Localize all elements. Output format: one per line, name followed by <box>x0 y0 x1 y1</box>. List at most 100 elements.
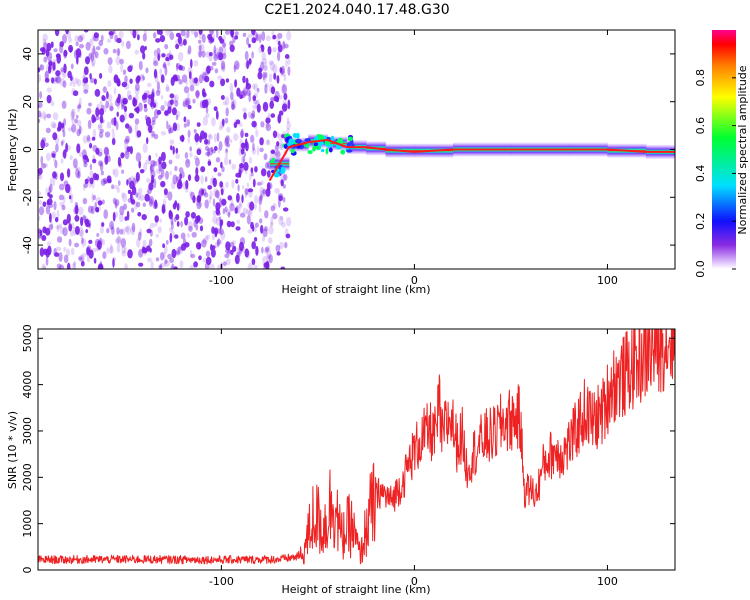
noise-point <box>178 167 184 174</box>
noise-point <box>236 192 240 203</box>
noise-point <box>178 51 184 62</box>
noise-point <box>212 177 217 188</box>
noise-point <box>225 147 229 158</box>
noise-point <box>42 38 47 45</box>
noise-point <box>272 212 278 220</box>
noise-point <box>233 65 236 73</box>
noise-point <box>167 106 172 114</box>
noise-point <box>125 135 130 143</box>
noise-point <box>247 188 254 193</box>
noise-point <box>260 190 264 198</box>
noise-point <box>198 243 201 250</box>
noise-point <box>246 182 250 188</box>
noise-point <box>85 229 88 234</box>
noise-region <box>38 30 292 269</box>
noise-point <box>199 135 202 143</box>
noise-point <box>101 199 105 205</box>
noise-point <box>104 179 109 184</box>
noise-point <box>251 241 256 250</box>
noise-point <box>168 124 172 135</box>
noise-point <box>273 75 279 81</box>
noise-point <box>248 156 253 164</box>
noise-point <box>193 219 197 228</box>
noise-point <box>251 30 256 36</box>
noise-point <box>68 193 74 200</box>
noise-point <box>266 248 272 259</box>
noise-point <box>51 77 55 84</box>
noise-point <box>195 136 199 146</box>
noise-point <box>87 119 92 130</box>
noise-point <box>105 131 111 138</box>
noise-point <box>138 187 143 195</box>
noise-point <box>98 108 105 116</box>
noise-point <box>194 216 198 224</box>
noise-point <box>119 58 124 65</box>
noise-point <box>69 155 73 161</box>
noise-point <box>279 67 283 74</box>
noise-point <box>82 197 88 205</box>
noise-point <box>160 180 166 188</box>
noise-point <box>43 56 48 63</box>
noise-point <box>129 180 135 190</box>
noise-point <box>212 198 216 207</box>
noise-point <box>68 223 73 232</box>
noise-point <box>95 46 101 51</box>
noise-point <box>116 37 122 44</box>
noise-point <box>195 157 200 167</box>
noise-point <box>144 193 150 202</box>
signal-blob <box>328 147 333 153</box>
noise-point <box>121 250 127 257</box>
noise-point <box>162 252 166 259</box>
noise-point <box>269 100 275 109</box>
noise-point <box>185 97 191 106</box>
noise-point <box>253 264 258 269</box>
noise-point <box>262 73 267 83</box>
noise-point <box>287 57 291 66</box>
noise-point <box>245 83 250 90</box>
noise-point <box>96 103 101 109</box>
noise-point <box>101 222 105 227</box>
noise-point <box>180 232 186 240</box>
noise-point <box>239 94 244 99</box>
noise-point <box>131 222 136 233</box>
noise-point <box>260 168 267 177</box>
noise-point <box>168 209 172 217</box>
noise-point <box>114 199 120 207</box>
noise-point <box>252 178 256 188</box>
noise-point <box>169 139 175 145</box>
noise-point <box>54 216 59 223</box>
noise-point <box>258 195 262 206</box>
noise-point <box>129 78 133 84</box>
noise-point <box>82 135 88 144</box>
noise-point <box>41 163 47 169</box>
noise-point <box>110 243 113 254</box>
noise-point <box>240 148 245 155</box>
noise-point <box>124 216 128 221</box>
noise-point <box>206 65 211 74</box>
noise-point <box>112 168 115 176</box>
noise-point <box>143 247 149 253</box>
noise-point <box>224 96 230 106</box>
noise-point <box>140 45 146 54</box>
noise-point <box>124 146 130 155</box>
y-tick-label: 40 <box>21 47 34 61</box>
noise-point <box>217 147 221 154</box>
noise-point <box>98 161 104 168</box>
noise-point <box>98 131 104 139</box>
noise-point <box>281 84 288 94</box>
noise-point <box>225 107 229 117</box>
noise-point <box>253 92 259 98</box>
noise-point <box>38 199 43 205</box>
noise-point <box>194 133 200 143</box>
noise-point <box>167 253 172 260</box>
noise-point <box>164 110 169 116</box>
noise-point <box>71 109 75 119</box>
noise-point <box>50 101 55 107</box>
noise-point <box>76 128 81 137</box>
noise-point <box>224 253 230 259</box>
noise-point <box>42 265 47 269</box>
noise-point <box>148 94 153 99</box>
noise-point <box>231 179 235 189</box>
noise-point <box>127 65 133 73</box>
